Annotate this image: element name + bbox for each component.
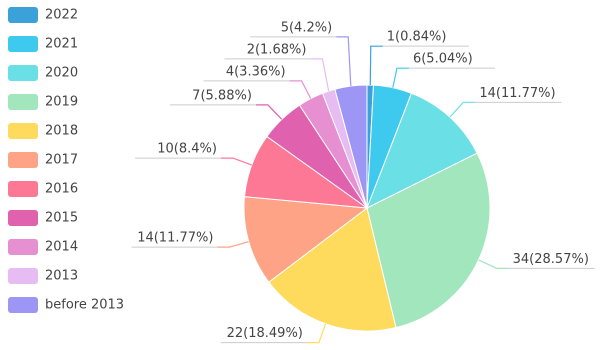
legend-swatch — [8, 65, 38, 81]
leader-line — [217, 241, 249, 248]
leader-line — [478, 259, 509, 269]
legend-label: 2014 — [45, 240, 78, 255]
legend-label: 2020 — [45, 66, 78, 81]
legend-label: 2016 — [45, 182, 78, 197]
legend-swatch — [8, 181, 38, 197]
leader-line — [449, 101, 476, 118]
data-label: 22(18.49%) — [227, 326, 303, 341]
pie-slice — [366, 152, 491, 329]
data-label: 6(5.04%) — [413, 52, 473, 67]
leader-line — [336, 36, 352, 87]
legend-swatch — [8, 152, 38, 168]
legend-label: 2021 — [45, 37, 78, 52]
data-label: 14(11.77%) — [137, 231, 213, 246]
data-label: 2(1.68%) — [247, 42, 307, 57]
legend-label: before 2013 — [45, 298, 124, 313]
leader-line — [369, 45, 383, 86]
legend-swatch — [8, 7, 38, 23]
data-label: 10(8.4%) — [157, 142, 217, 157]
legend-label: 2013 — [45, 269, 78, 284]
data-label: 7(5.88%) — [192, 88, 252, 103]
legend-label: 2015 — [45, 211, 78, 226]
data-label: 5(4.2%) — [281, 20, 332, 35]
legend-swatch — [8, 36, 38, 52]
legend-swatch — [8, 94, 38, 110]
leader-line — [392, 67, 409, 88]
pie-slice — [268, 207, 397, 332]
legend-label: 2022 — [45, 8, 78, 23]
leader-line — [289, 80, 312, 99]
leader-line — [306, 323, 327, 344]
data-label: 4(3.36%) — [226, 64, 286, 79]
data-label: 1(0.84%) — [387, 30, 447, 45]
leader-line — [310, 58, 330, 92]
legend-swatch — [8, 210, 38, 226]
legend-label: 2019 — [45, 95, 78, 110]
legend-swatch — [8, 239, 38, 255]
legend-label: 2018 — [45, 124, 78, 139]
leader-line — [255, 104, 283, 120]
data-label: 14(11.77%) — [479, 86, 555, 101]
legend-swatch — [8, 123, 38, 139]
pie-slice — [243, 196, 369, 283]
legend-label: 2017 — [45, 153, 78, 168]
legend-swatch — [8, 268, 38, 284]
leader-line — [220, 157, 252, 166]
data-label: 34(28.57%) — [513, 252, 589, 267]
legend-swatch — [8, 297, 38, 313]
